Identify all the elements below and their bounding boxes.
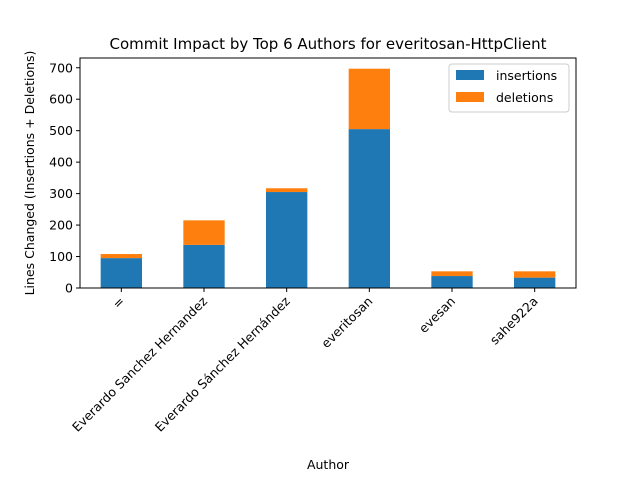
- y-tick-label: 600: [49, 92, 73, 107]
- y-tick-label: 500: [49, 123, 73, 138]
- bar-insertions-4: [431, 276, 473, 288]
- y-axis: 0 100 200 300 400 500 600 700: [49, 60, 80, 296]
- legend-swatch-insertions: [456, 70, 484, 80]
- y-tick-label: 400: [49, 155, 73, 170]
- legend-swatch-deletions: [456, 92, 484, 102]
- bars-layer: [100, 68, 556, 288]
- y-tick-label: 700: [49, 60, 73, 75]
- bar-deletions-4: [431, 271, 473, 277]
- y-tick-label: 100: [49, 249, 73, 264]
- plot-frame: [79, 57, 577, 289]
- y-tick-label: 300: [49, 186, 73, 201]
- bar-insertions-3: [348, 129, 390, 288]
- bar-insertions-1: [183, 244, 225, 288]
- bar-deletions-5: [514, 271, 556, 278]
- bar-deletions-0: [100, 254, 142, 259]
- legend: insertions deletions: [448, 63, 570, 113]
- y-tick-label: 200: [49, 218, 73, 233]
- y-tick-label: 0: [65, 281, 73, 296]
- x-axis-title: Author: [307, 457, 350, 472]
- bar-insertions-2: [266, 192, 308, 288]
- bar-deletions-1: [183, 220, 225, 245]
- bar-deletions-3: [348, 68, 390, 130]
- bar-insertions-0: [100, 258, 142, 288]
- chart-title: Commit Impact by Top 6 Authors for everi…: [109, 35, 546, 53]
- legend-label-deletions: deletions: [496, 90, 553, 105]
- legend-label-insertions: insertions: [496, 68, 557, 83]
- y-axis-title: Lines Changed (Insertions + Deletions): [22, 51, 37, 296]
- bar-insertions-5: [514, 277, 556, 288]
- bar-deletions-2: [266, 188, 308, 193]
